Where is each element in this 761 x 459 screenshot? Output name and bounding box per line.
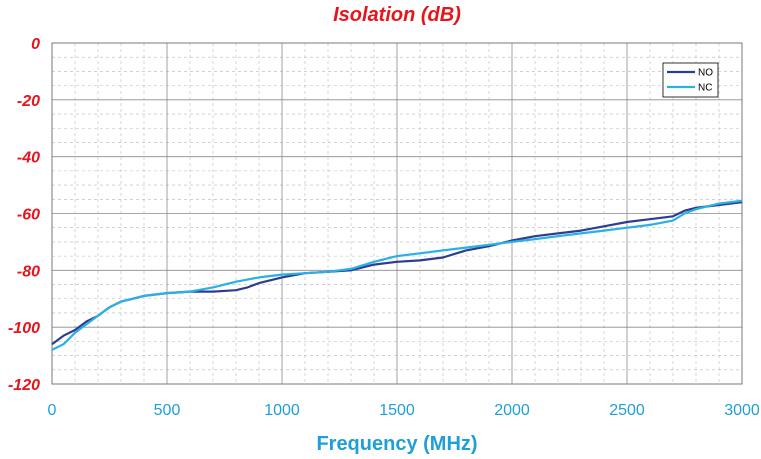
x-axis-ticks: 0 500 1000 1500 2000 2500 3000 xyxy=(48,402,760,419)
series-line-nc xyxy=(51,199,743,351)
y-axis-ticks: 0 -20 -40 -60 -80 -100 -120 xyxy=(8,36,40,394)
y-tick-label: -100 xyxy=(8,320,40,337)
y-tick-label: 0 xyxy=(31,36,40,53)
x-tick-label: 3000 xyxy=(724,402,760,419)
chart-title: Isolation (dB) xyxy=(333,4,461,26)
x-tick-label: 2000 xyxy=(494,402,530,419)
legend: NO NC xyxy=(662,62,719,98)
y-tick-label: -60 xyxy=(17,207,40,224)
x-axis-label: Frequency (MHz) xyxy=(316,433,477,455)
legend-label-no: NO xyxy=(698,68,713,79)
plot-area xyxy=(51,42,743,385)
x-tick-label: 1000 xyxy=(264,402,300,419)
series-layer xyxy=(51,199,743,351)
x-tick-label: 1500 xyxy=(379,402,415,419)
x-tick-label: 2500 xyxy=(609,402,645,419)
major-grid xyxy=(51,42,743,385)
x-tick-label: 500 xyxy=(154,402,181,419)
y-tick-label: -20 xyxy=(17,93,40,110)
y-tick-label: -40 xyxy=(17,150,40,167)
x-tick-label: 0 xyxy=(48,402,57,419)
legend-box xyxy=(662,62,719,98)
y-tick-label: -80 xyxy=(17,263,40,280)
y-tick-label: -120 xyxy=(8,377,40,394)
legend-label-nc: NC xyxy=(698,83,712,94)
